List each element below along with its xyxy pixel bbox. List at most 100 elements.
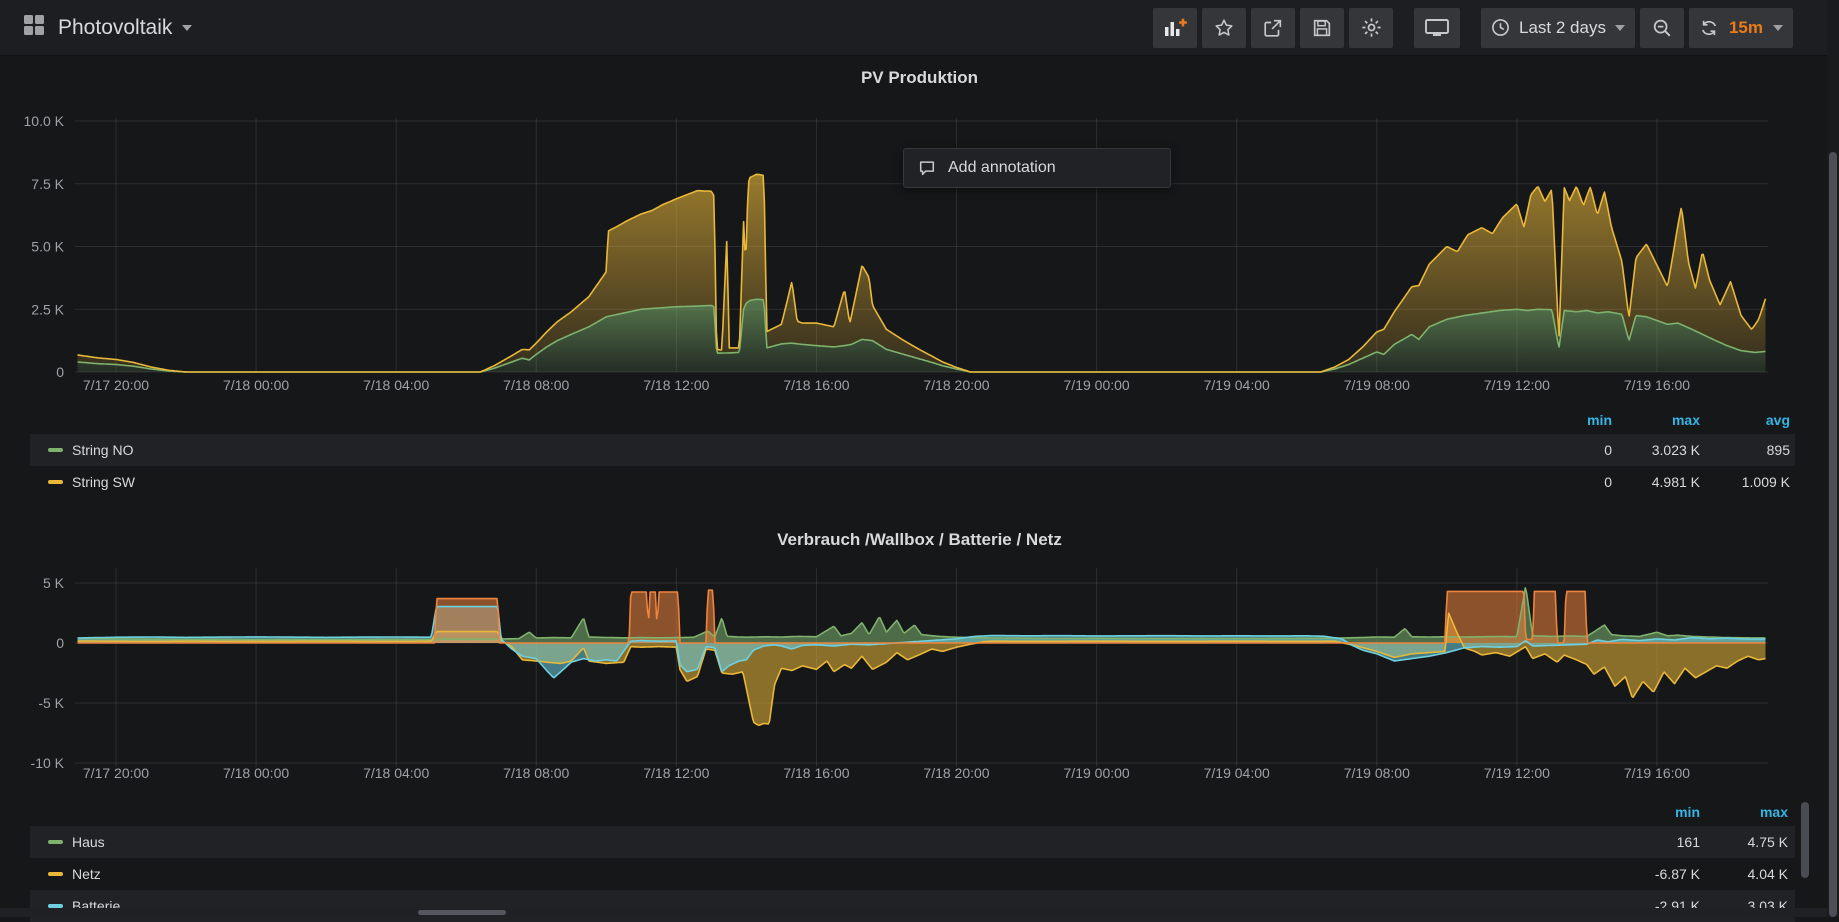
- svg-text:7/18 16:00: 7/18 16:00: [783, 765, 849, 781]
- svg-text:7/19 08:00: 7/19 08:00: [1344, 765, 1410, 781]
- settings-button[interactable]: [1349, 8, 1393, 48]
- svg-text:7/19 00:00: 7/19 00:00: [1064, 377, 1130, 393]
- vertical-scrollbar-thumb[interactable]: [1829, 152, 1837, 917]
- svg-text:7/19 04:00: 7/19 04:00: [1204, 765, 1270, 781]
- series-label[interactable]: Haus: [72, 834, 105, 850]
- add-panel-button[interactable]: [1153, 8, 1197, 48]
- verbrauch-legend: min max Haus 161 4.75 K Netz -6.87 K 4.0…: [30, 800, 1795, 922]
- legend-col-min[interactable]: min: [1620, 804, 1700, 820]
- panel-title-verbrauch[interactable]: Verbrauch /Wallbox / Batterie / Netz: [0, 530, 1839, 550]
- series-swatch[interactable]: [48, 872, 63, 876]
- star-button[interactable]: [1202, 8, 1246, 48]
- series-swatch[interactable]: [48, 480, 63, 484]
- legend-row-string-sw: String SW 0 4.981 K 1.009 K: [30, 466, 1795, 498]
- clock-icon: [1491, 18, 1510, 37]
- comment-icon: [918, 159, 936, 177]
- chevron-down-icon: [1773, 25, 1783, 31]
- pv-produktion-chart[interactable]: 10.0 K 7.5 K 5.0 K 2.5 K 0 7/17 20:00 7/18 00:…: [0, 90, 1839, 402]
- dashboard-title-picker[interactable]: Photovoltaik: [58, 16, 192, 40]
- add-annotation-menu-item[interactable]: Add annotation: [903, 148, 1171, 188]
- svg-text:5 K: 5 K: [43, 575, 65, 591]
- svg-text:0: 0: [56, 635, 64, 651]
- legend-col-max[interactable]: max: [1708, 804, 1788, 820]
- svg-text:7/18 12:00: 7/18 12:00: [643, 377, 709, 393]
- navbar: Photovoltaik: [0, 0, 1839, 56]
- svg-text:7/19 12:00: 7/19 12:00: [1484, 765, 1550, 781]
- gear-icon: [1360, 16, 1383, 39]
- time-range-label: Last 2 days: [1519, 18, 1606, 38]
- svg-text:7/18 20:00: 7/18 20:00: [923, 377, 989, 393]
- series-label[interactable]: String NO: [72, 442, 133, 458]
- chevron-down-icon: [1615, 25, 1625, 31]
- save-button[interactable]: [1300, 8, 1344, 48]
- legend-col-max[interactable]: max: [1620, 412, 1700, 428]
- svg-text:0: 0: [56, 364, 64, 380]
- svg-text:7/18 00:00: 7/18 00:00: [223, 377, 289, 393]
- svg-text:-10 K: -10 K: [31, 755, 65, 771]
- time-range-picker[interactable]: Last 2 days: [1481, 8, 1635, 48]
- legend-header: min max avg: [30, 408, 1795, 434]
- series-avg: 1.009 K: [1710, 474, 1790, 490]
- svg-text:5.0 K: 5.0 K: [31, 239, 64, 255]
- svg-text:2.5 K: 2.5 K: [31, 301, 64, 317]
- horizontal-scrollbar-thumb[interactable]: [418, 910, 506, 915]
- tv-monitor-icon: [1424, 17, 1450, 39]
- add-panel-icon: [1163, 17, 1187, 39]
- series-label[interactable]: String SW: [72, 474, 135, 490]
- refresh-picker[interactable]: 15m: [1689, 8, 1793, 48]
- svg-text:7/19 12:00: 7/19 12:00: [1484, 377, 1550, 393]
- zoom-out-button[interactable]: [1640, 8, 1684, 48]
- svg-text:7/18 08:00: 7/18 08:00: [503, 765, 569, 781]
- svg-text:7/19 16:00: 7/19 16:00: [1624, 765, 1690, 781]
- svg-text:-5 K: -5 K: [38, 695, 64, 711]
- svg-text:10.0 K: 10.0 K: [24, 113, 65, 129]
- share-button[interactable]: [1251, 8, 1295, 48]
- cycle-view-button[interactable]: [1414, 8, 1460, 48]
- svg-text:7/19 16:00: 7/19 16:00: [1624, 377, 1690, 393]
- series-max: 4.75 K: [1708, 834, 1788, 850]
- chevron-down-icon: [182, 25, 192, 31]
- legend-scrollbar-thumb[interactable]: [1801, 802, 1809, 878]
- refresh-interval-label: 15m: [1729, 18, 1763, 38]
- series-max: 3.023 K: [1620, 442, 1700, 458]
- verbrauch-chart[interactable]: 5 K0-5 K-10 K7/17 20:007/18 00:007/18 04…: [0, 550, 1839, 795]
- svg-text:7/18 00:00: 7/18 00:00: [223, 765, 289, 781]
- dashboard-title: Photovoltaik: [58, 16, 172, 40]
- svg-text:7.5 K: 7.5 K: [31, 176, 64, 192]
- legend-row-haus: Haus 161 4.75 K: [30, 826, 1795, 858]
- series-min: -6.87 K: [1620, 866, 1700, 882]
- series-avg: 895: [1710, 442, 1790, 458]
- panel-title-pv-produktion[interactable]: PV Produktion: [0, 68, 1839, 88]
- pv-legend: min max avg String NO 0 3.023 K 895 Stri…: [30, 408, 1795, 498]
- series-max: 4.04 K: [1708, 866, 1788, 882]
- series-min: 0: [1532, 474, 1612, 490]
- star-icon: [1213, 17, 1235, 39]
- svg-text:7/19 00:00: 7/19 00:00: [1064, 765, 1130, 781]
- vertical-scrollbar[interactable]: [1827, 0, 1839, 917]
- series-label[interactable]: Netz: [72, 866, 101, 882]
- series-swatch[interactable]: [48, 840, 63, 844]
- legend-row-string-no: String NO 0 3.023 K 895: [30, 434, 1795, 466]
- svg-text:7/19 08:00: 7/19 08:00: [1344, 377, 1410, 393]
- svg-text:7/18 08:00: 7/18 08:00: [503, 377, 569, 393]
- svg-text:7/18 04:00: 7/18 04:00: [363, 765, 429, 781]
- horizontal-scrollbar[interactable]: [0, 908, 1827, 917]
- add-annotation-label: Add annotation: [948, 159, 1056, 177]
- svg-text:7/17 20:00: 7/17 20:00: [83, 377, 149, 393]
- legend-row-batterie: Batterie -2.91 K 3.03 K: [30, 890, 1795, 922]
- share-icon: [1262, 17, 1284, 39]
- series-max: 4.981 K: [1620, 474, 1700, 490]
- series-min: 0: [1532, 442, 1612, 458]
- legend-col-avg[interactable]: avg: [1710, 412, 1790, 428]
- save-icon: [1311, 17, 1333, 39]
- refresh-icon: [1699, 18, 1719, 38]
- svg-text:7/18 12:00: 7/18 12:00: [643, 765, 709, 781]
- svg-text:7/18 04:00: 7/18 04:00: [363, 377, 429, 393]
- legend-col-min[interactable]: min: [1532, 412, 1612, 428]
- legend-row-netz: Netz -6.87 K 4.04 K: [30, 858, 1795, 890]
- svg-text:7/18 16:00: 7/18 16:00: [783, 377, 849, 393]
- dashboard-grid-icon[interactable]: [22, 13, 46, 42]
- svg-text:7/19 04:00: 7/19 04:00: [1204, 377, 1270, 393]
- svg-text:7/18 20:00: 7/18 20:00: [923, 765, 989, 781]
- series-swatch[interactable]: [48, 448, 63, 452]
